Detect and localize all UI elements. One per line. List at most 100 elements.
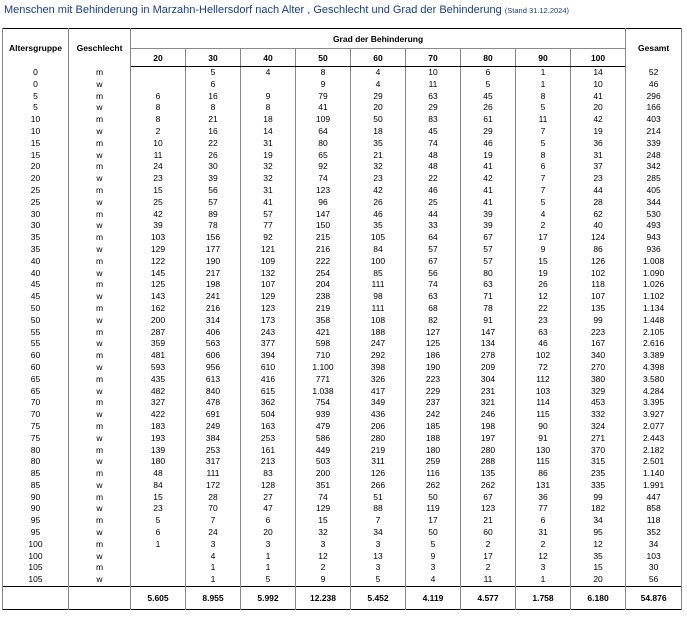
data-row: 55 w 359 563 377 598 247 125 134 46 167 2.616 [2,338,683,351]
cell: 266 [350,479,406,492]
cell: 21 [460,515,516,528]
cell: 292 [350,350,406,362]
cell: w [68,456,131,469]
cell: 4 [405,574,461,587]
cell: 129 [130,243,186,256]
cell: 50 [2,314,69,327]
cell: 223 [405,373,461,386]
data-row: 80 m 139 253 161 449 219 180 280 130 370 2.182 [2,444,683,457]
cell: 16 [185,90,241,103]
cell: 132 [240,267,296,280]
cell: 2.105 [625,326,683,339]
cell: 111 [350,302,406,315]
cell: 213 [240,456,296,469]
cell: 6 [460,66,516,79]
data-row: 95 w 6 24 20 32 34 50 60 31 95 352 [2,527,683,539]
cell: 421 [295,326,351,339]
cell: 22 [515,302,571,315]
cell: 188 [350,326,406,339]
cell: 19 [515,267,571,280]
cell: 479 [295,420,351,433]
cell: 5 [515,196,571,209]
cell: 172 [185,479,241,492]
cell: 1 [515,78,571,91]
cell: 5 [2,90,69,103]
cell: m [68,90,131,103]
cell: 190 [185,255,241,268]
cell: 30 [2,208,69,221]
cell: 25 [405,196,461,209]
data-row: 45 m 125 198 107 204 111 74 63 26 118 1.026 [2,279,683,292]
cell: 166 [625,102,683,115]
cell: 103 [130,232,186,244]
cell: 215 [295,232,351,244]
cell: 57 [460,255,516,268]
header-age: Altersgruppe [2,28,69,67]
cell: 482 [130,385,186,398]
data-row: 90 m 15 28 27 74 51 50 67 36 99 447 [2,491,683,504]
cell: 342 [625,161,683,174]
cell: 858 [625,503,683,516]
cell: 11 [515,114,571,126]
cell: 403 [625,114,683,126]
cell: 48 [130,468,186,480]
cell: 40 [569,220,627,233]
cell: 17 [460,550,516,563]
cell [240,78,296,91]
cell: 45 [2,279,69,292]
cell: 129 [240,291,296,303]
cell: 4.284 [625,385,683,398]
header-grade: Grad der Behinderung [129,28,627,49]
data-row: 5 w 8 8 8 41 20 29 26 5 20 166 [2,102,683,115]
cell: 2.443 [625,432,683,445]
cell: 183 [130,420,186,433]
cell: 156 [185,232,241,244]
total-cell: 12.238 [295,586,351,610]
cell: 102 [515,350,571,362]
cell: 147 [460,326,516,339]
cell: 321 [460,397,516,410]
cell: 121 [240,243,296,256]
cell: 20 [569,102,627,115]
cell: 42 [460,173,516,185]
cell: 5 [185,66,241,79]
cell: 5 [515,137,571,150]
cell: 15 [515,255,571,268]
cell: 162 [130,302,186,315]
data-row: 50 m 162 216 123 219 111 68 78 22 135 1.134 [2,302,683,315]
cell: 55 [2,338,69,351]
cell: 74 [295,491,351,504]
grade-header: 80 [460,48,516,67]
data-table: Altersgruppe Geschlecht Grad der Behinde… [2,28,683,611]
cell: 74 [405,279,461,292]
cell: 447 [625,491,683,504]
cell: 26 [350,196,406,209]
cell: 130 [515,444,571,457]
cell: 111 [350,279,406,292]
cell: 86 [515,468,571,480]
cell: 5 [130,515,186,528]
cell: m [68,420,131,433]
cell: 63 [405,291,461,303]
cell: 35 [2,232,69,244]
cell: 317 [185,456,241,469]
cell: w [68,291,131,303]
cell: 288 [460,456,516,469]
cell: 25 [2,196,69,209]
cell: 351 [295,479,351,492]
cell: 231 [460,385,516,398]
cell: 613 [185,373,241,386]
cell: 370 [569,444,627,457]
cell: 0 [2,66,69,79]
cell: 123 [295,184,351,197]
cell: 593 [130,361,186,374]
data-row: 75 m 183 249 163 479 206 185 198 90 324 2.077 [2,420,683,433]
cell: 6 [185,78,241,91]
cell: 186 [405,350,461,362]
cell: 349 [350,397,406,410]
cell: 56 [405,267,461,280]
cell: 478 [185,397,241,410]
cell: 7 [185,515,241,528]
stand: (Stand 31.12.2024) [504,6,569,15]
cell: 7 [350,515,406,528]
